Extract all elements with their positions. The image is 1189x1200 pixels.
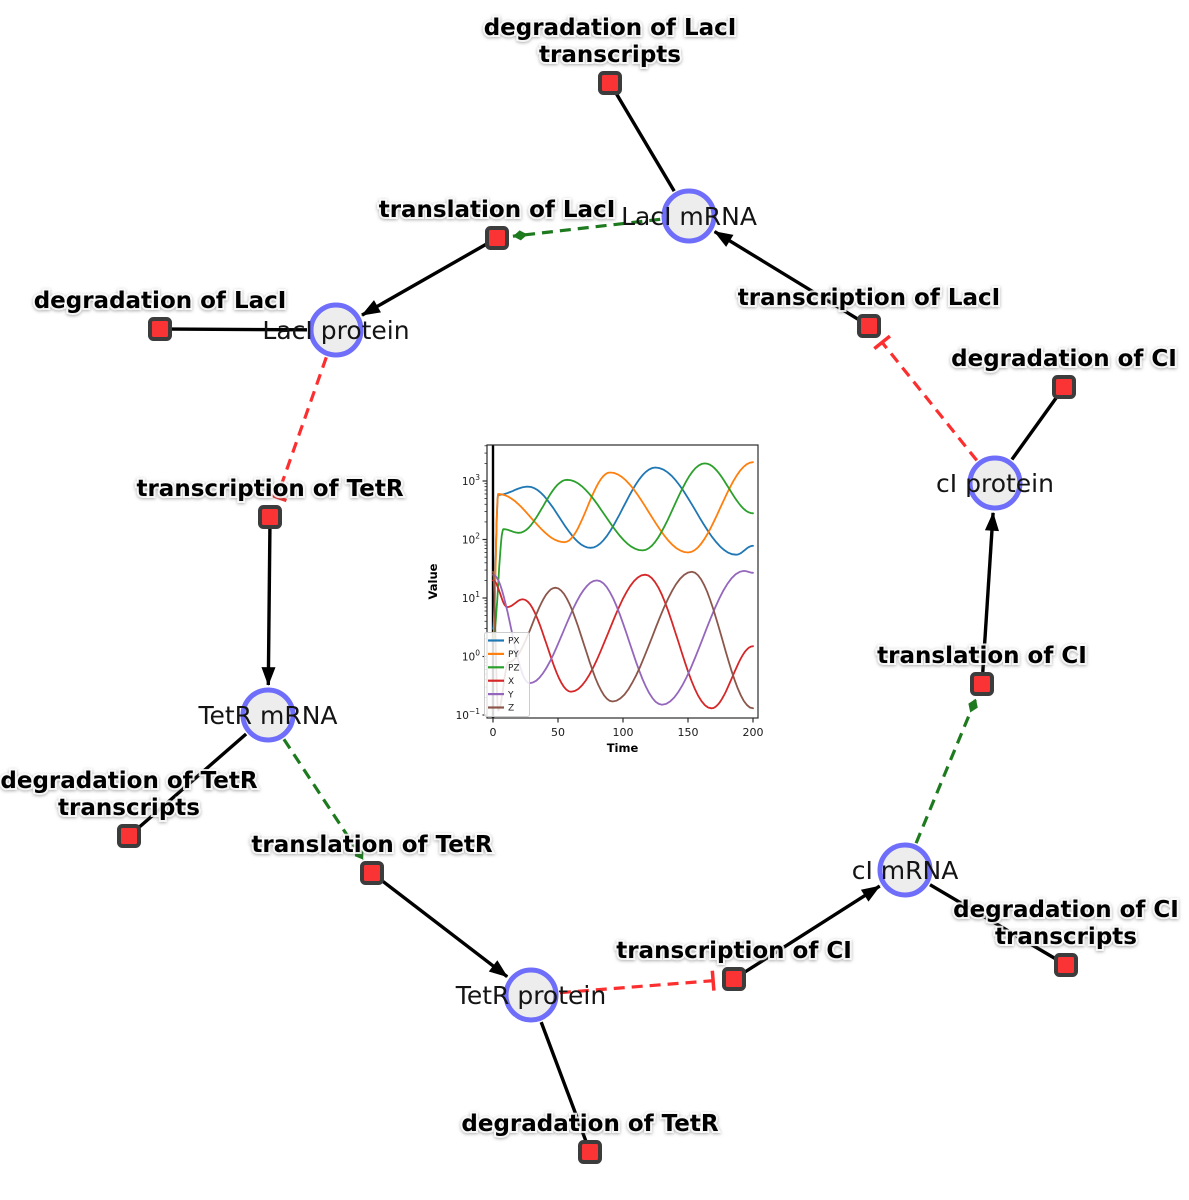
reaction-label-deg-ci-transcripts-line2: transcripts	[995, 924, 1137, 950]
species-node-tetr-mrna[interactable]	[240, 687, 296, 743]
y-tick-label: 10−1	[456, 707, 481, 722]
species-label-ci-mrna: cI mRNA	[852, 856, 959, 885]
x-tick-label: 150	[678, 726, 699, 739]
edge-laci-protein-inhibits-tetr-transcription	[267, 356, 328, 503]
y-tick-label: 102	[462, 532, 480, 547]
legend-item-PZ: PZ	[508, 664, 520, 674]
reaction-node-transcription-tetr[interactable]	[258, 505, 282, 529]
reaction-label-translation-ci: translation of CI	[877, 643, 1087, 669]
reaction-node-translation-tetr[interactable]	[360, 861, 384, 885]
legend-item-PX: PX	[508, 637, 520, 647]
series-line-PX	[492, 466, 754, 630]
edge-ci-protein-to-deg	[1010, 395, 1059, 461]
edge-translation-tetr-to-protein	[380, 878, 509, 979]
edge-transcription-tetr-to-mrna	[261, 528, 276, 686]
series-line-PZ	[492, 462, 754, 640]
species-node-ci-mrna[interactable]	[877, 842, 933, 898]
reaction-label-deg-tetr-transcripts-line2: transcripts	[58, 795, 200, 821]
species-label-laci-mrna: LacI mRNA	[621, 202, 757, 231]
y-axis-label: Value	[426, 563, 440, 599]
reaction-label-deg-tetr-transcripts-line1: degradation of TetR	[0, 768, 257, 794]
reaction-label-deg-laci-transcripts-line2: transcripts	[539, 42, 681, 68]
edge-ci-protein-inhibits-laci-transcription	[873, 334, 979, 462]
legend-box	[484, 632, 530, 717]
reaction-label-deg-tetr: degradation of TetR	[461, 1111, 718, 1137]
edge-ci-mrna-to-translation	[914, 698, 978, 844]
species-label-tetr-mrna: TetR mRNA	[197, 701, 337, 730]
x-tick-label: 200	[743, 726, 764, 739]
edge-laci-mrna-to-translation	[512, 217, 661, 241]
edge-tetr-protein-inhibits-ci-transcription	[559, 970, 716, 995]
legend-item-PY: PY	[508, 650, 519, 660]
legend-item-X: X	[508, 677, 514, 687]
edge-laci-protein-to-deg	[171, 327, 308, 332]
species-node-laci-protein[interactable]	[308, 302, 364, 358]
reaction-node-deg-laci-transcripts[interactable]	[598, 71, 622, 95]
reaction-label-deg-ci: degradation of CI	[951, 346, 1177, 372]
species-node-tetr-protein[interactable]	[503, 967, 559, 1023]
reaction-label-translation-tetr: translation of TetR	[251, 832, 492, 858]
reaction-label-deg-laci-transcripts-line1: degradation of LacI	[484, 15, 737, 41]
edge-laci-mrna-to-deg-transcripts	[614, 92, 676, 192]
reaction-node-translation-laci[interactable]	[485, 226, 509, 250]
reaction-label-translation-laci: translation of LacI	[379, 197, 616, 223]
reaction-label-transcription-laci: transcription of LacI	[738, 285, 1001, 311]
reaction-label-deg-ci-transcripts-line1: degradation of CI	[953, 897, 1179, 923]
reaction-node-translation-ci[interactable]	[970, 672, 994, 696]
edge-translation-laci-to-protein	[361, 242, 488, 317]
timeseries-inset: 0 50 100 150 200 10−1 100 101 102 103 Time Value PX P…	[425, 430, 785, 770]
reaction-node-deg-ci-transcripts[interactable]	[1054, 953, 1078, 977]
reaction-label-deg-laci: degradation of LacI	[34, 288, 287, 314]
y-tick-label: 101	[462, 590, 480, 605]
species-label-laci-protein: LacI protein	[262, 316, 409, 345]
y-tick-label: 103	[462, 473, 480, 488]
edge-translation-ci-to-protein	[981, 511, 999, 673]
edge-transcription-laci-to-mrna	[713, 230, 860, 322]
series-line-PY	[492, 461, 754, 640]
species-node-laci-mrna[interactable]	[661, 188, 717, 244]
reaction-node-deg-tetr-transcripts[interactable]	[117, 824, 141, 848]
reaction-node-deg-tetr[interactable]	[578, 1140, 602, 1164]
species-node-ci-protein[interactable]	[967, 455, 1023, 511]
x-tick-label: 0	[490, 726, 497, 739]
reaction-node-deg-ci[interactable]	[1052, 375, 1076, 399]
timeseries-chart: 0 50 100 150 20010−1100101102103TimeValuePXP…	[426, 444, 764, 755]
nodes-layer	[117, 71, 1078, 1164]
series-line-Y	[492, 569, 754, 706]
chart-legend: PX PY PZ XYZ	[484, 632, 530, 717]
series-line-X	[492, 573, 754, 710]
legend-item-Z: Z	[508, 704, 514, 714]
species-label-ci-protein: cI protein	[936, 469, 1054, 498]
reaction-label-transcription-tetr: transcription of TetR	[136, 476, 403, 502]
reaction-node-transcription-ci[interactable]	[722, 967, 746, 991]
edge-ci-mrna-to-deg-transcripts	[929, 883, 1057, 961]
edge-tetr-mrna-to-translation	[282, 738, 365, 861]
edge-tetr-protein-to-deg	[539, 1021, 588, 1142]
series-line-Z	[492, 570, 754, 712]
edge-transcription-ci-to-mrna	[743, 884, 881, 974]
species-label-tetr-protein: TetR protein	[455, 981, 606, 1010]
legend-item-Y: Y	[507, 690, 514, 700]
x-tick-label: 50	[551, 726, 565, 739]
x-tick-label: 100	[613, 726, 634, 739]
labels-layer: LacI mRNA LacI protein TetR mRNA TetR prote…	[0, 13, 1181, 1139]
x-axis-label: Time	[607, 741, 639, 755]
edge-tetr-mrna-to-deg-transcripts	[136, 732, 248, 830]
y-tick-label: 100	[462, 649, 480, 664]
reaction-node-deg-laci[interactable]	[148, 317, 172, 341]
edges-layer	[136, 92, 1059, 1142]
reaction-node-transcription-laci[interactable]	[857, 314, 881, 338]
reaction-label-transcription-ci: transcription of CI	[616, 938, 852, 964]
